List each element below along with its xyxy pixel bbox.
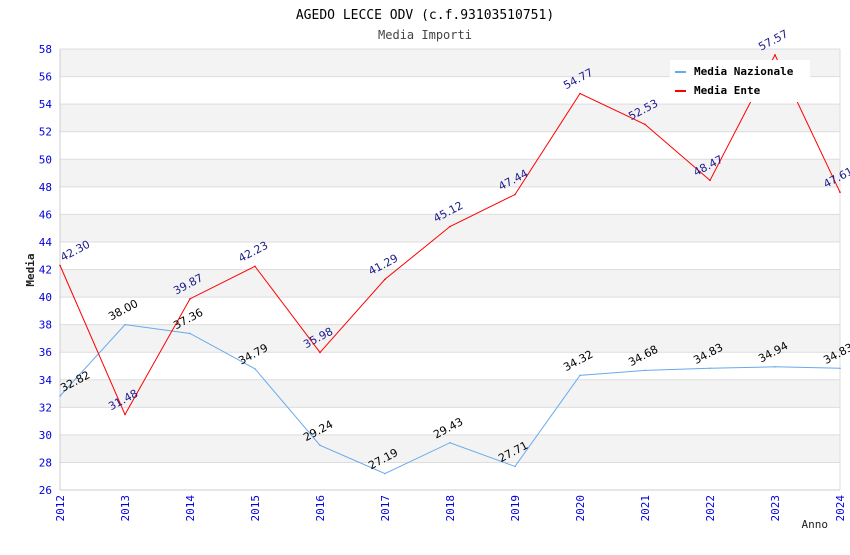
x-tick-label: 2013 bbox=[119, 495, 132, 522]
data-point bbox=[254, 368, 256, 370]
data-point bbox=[319, 444, 321, 447]
data-point bbox=[579, 374, 581, 377]
y-tick-label: 42 bbox=[39, 264, 52, 277]
data-point bbox=[124, 323, 126, 326]
chart-subtitle: Media Importi bbox=[378, 28, 472, 42]
grid-band bbox=[60, 214, 840, 242]
data-point bbox=[449, 225, 451, 228]
grid-band bbox=[60, 379, 840, 408]
x-tick-label: 2017 bbox=[379, 495, 392, 522]
grid-band bbox=[60, 159, 840, 187]
y-tick-label: 32 bbox=[39, 401, 52, 414]
y-tick-label: 40 bbox=[39, 291, 52, 304]
data-point bbox=[514, 465, 516, 468]
x-tick-label: 2022 bbox=[704, 495, 717, 522]
data-point bbox=[644, 369, 646, 372]
x-tick-label: 2021 bbox=[639, 495, 652, 522]
data-point bbox=[839, 191, 841, 193]
legend-swatch-ente bbox=[675, 90, 686, 92]
grid-band bbox=[60, 131, 840, 160]
y-tick-label: 28 bbox=[39, 456, 52, 469]
y-tick-label: 30 bbox=[39, 429, 52, 442]
data-point bbox=[514, 193, 516, 196]
y-tick-label: 34 bbox=[39, 374, 53, 387]
data-point bbox=[709, 367, 711, 370]
y-tick-label: 44 bbox=[39, 236, 53, 249]
y-axis-label: Media bbox=[24, 253, 37, 286]
data-point bbox=[254, 265, 256, 268]
grid-band bbox=[60, 352, 840, 380]
chart-title: AGEDO LECCE ODV (c.f.93103510751) bbox=[296, 8, 554, 23]
x-tick-label: 2018 bbox=[444, 495, 457, 522]
data-point bbox=[709, 179, 711, 182]
data-point bbox=[124, 413, 126, 416]
y-tick-label: 54 bbox=[39, 98, 53, 111]
data-point bbox=[59, 395, 61, 397]
data-point bbox=[579, 92, 581, 95]
y-tick-label: 26 bbox=[39, 484, 52, 497]
data-point bbox=[189, 332, 191, 335]
data-point bbox=[319, 351, 321, 354]
data-point bbox=[449, 441, 451, 444]
x-tick-label: 2014 bbox=[184, 495, 197, 522]
x-tick-label: 2023 bbox=[769, 495, 782, 522]
x-tick-label: 2012 bbox=[54, 495, 67, 522]
grid-band bbox=[60, 104, 840, 132]
y-tick-label: 58 bbox=[39, 43, 52, 56]
x-tick-label: 2016 bbox=[314, 495, 327, 522]
grid-band bbox=[60, 434, 840, 463]
grid-band bbox=[60, 407, 840, 435]
grid-band bbox=[60, 186, 840, 215]
data-point bbox=[774, 54, 776, 56]
legend: Media Nazionale Media Ente bbox=[670, 60, 810, 102]
y-tick-label: 56 bbox=[39, 71, 52, 84]
y-tick-label: 46 bbox=[39, 208, 52, 221]
y-tick-label: 36 bbox=[39, 346, 52, 359]
x-axis-label: Anno bbox=[802, 518, 829, 531]
x-tick-label: 2015 bbox=[249, 495, 262, 522]
grid-band bbox=[60, 241, 840, 270]
y-tick-label: 48 bbox=[39, 181, 52, 194]
data-point bbox=[839, 367, 841, 370]
x-tick-label: 2020 bbox=[574, 495, 587, 522]
data-point bbox=[774, 365, 776, 368]
y-tick-label: 50 bbox=[39, 153, 52, 166]
y-tick-label: 52 bbox=[39, 126, 52, 139]
legend-label-nazionale: Media Nazionale bbox=[694, 65, 794, 78]
grid-band bbox=[60, 297, 840, 325]
data-point bbox=[189, 298, 191, 300]
grid-band bbox=[60, 462, 840, 490]
data-point bbox=[384, 278, 386, 281]
data-point bbox=[644, 123, 646, 126]
data-point bbox=[59, 264, 61, 267]
grid-band bbox=[60, 324, 840, 353]
x-tick-label: 2024 bbox=[834, 495, 847, 522]
data-point bbox=[384, 472, 386, 475]
legend-swatch-nazionale bbox=[675, 71, 686, 73]
y-tick-label: 38 bbox=[39, 319, 52, 332]
legend-label-ente: Media Ente bbox=[694, 84, 761, 97]
grid-band bbox=[60, 269, 840, 298]
x-tick-label: 2019 bbox=[509, 495, 522, 522]
legend-background bbox=[670, 60, 810, 102]
